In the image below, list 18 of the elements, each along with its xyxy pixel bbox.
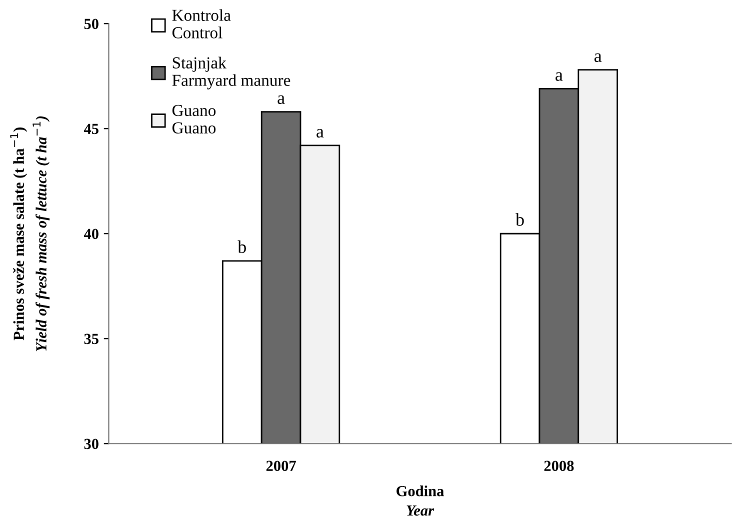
y-tick-label: 30 [84,438,98,450]
y-tick-label: 35 [84,334,98,344]
y-tick-label: 50 [84,18,98,30]
legend-label: Guano Guano [172,104,216,134]
data-label: b [516,213,524,226]
data-label: a [278,95,285,104]
legend-label: Stajnjak Farmyard manure [172,56,290,90]
data-label: a [556,72,563,81]
data-label: a [594,53,602,62]
data-label: b [238,240,246,254]
legend-label: Kontrola Control [172,9,231,38]
x-tick-label: 2007 [266,460,296,472]
y-tick-label: 45 [84,124,98,134]
x-tick-label: 2008 [544,460,574,472]
y-tick-label: 40 [84,228,98,240]
y-axis-title: Prinos sveže mase salate (t ha$^{−1}$) Yield of fresh mass of lettuce (t ha$^{−1}$) [10,116,50,352]
data-label: a [316,128,324,138]
x-axis-title: Godina Year [396,486,444,516]
